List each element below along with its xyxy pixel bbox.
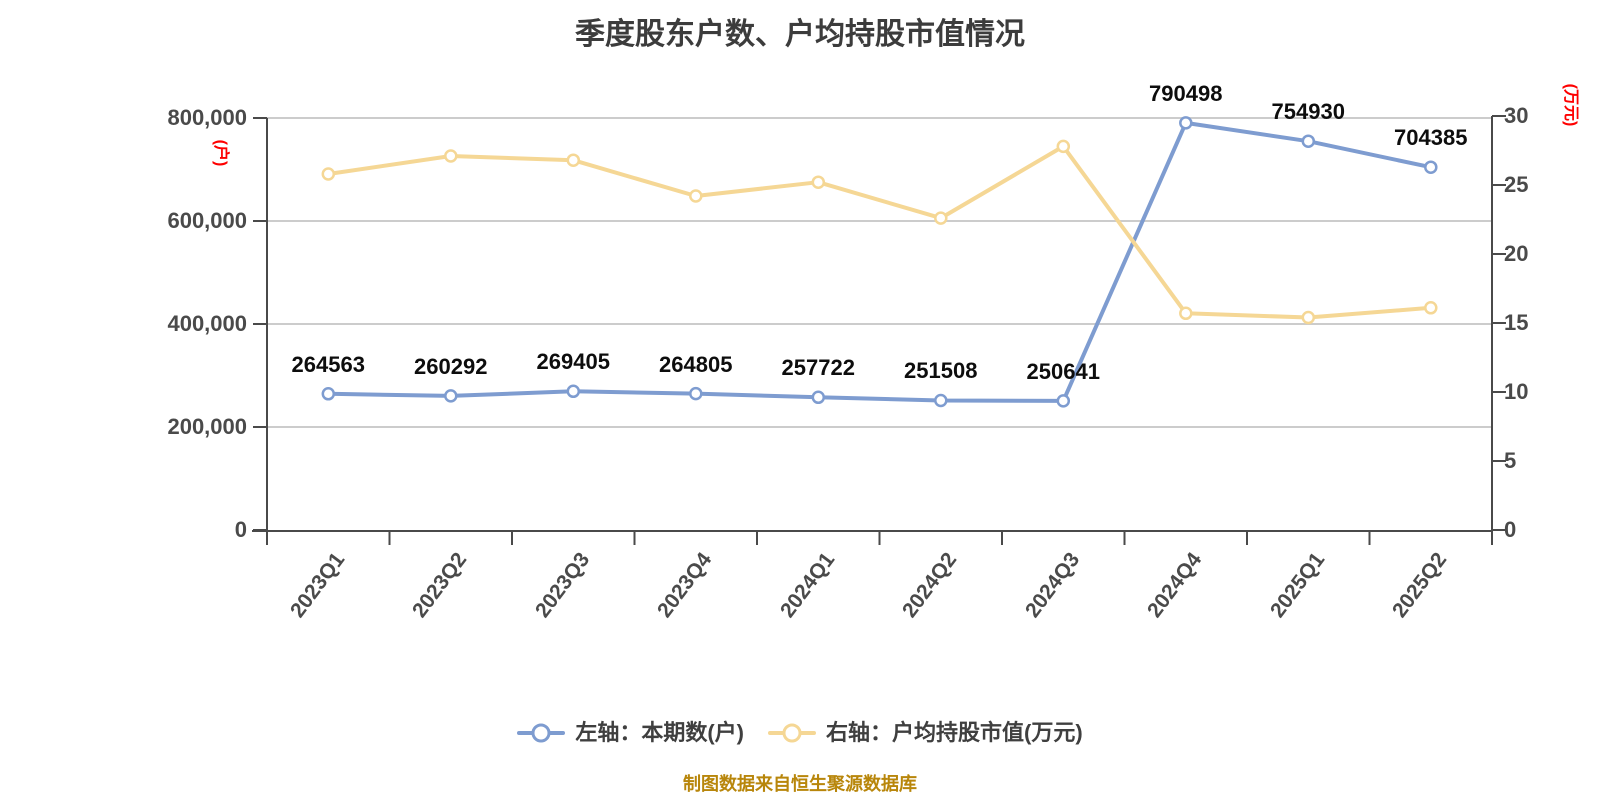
left-axis-tick-label: 800,000	[167, 105, 247, 130]
left-axis-tick-label: 400,000	[167, 311, 247, 336]
data-point-marker	[811, 175, 826, 189]
right-axis-tick-label: 15	[1504, 310, 1529, 335]
data-point-label: 260292	[414, 353, 488, 379]
right-axis-tick-label: 25	[1504, 172, 1529, 197]
right-axis-tick-label: 5	[1504, 448, 1517, 473]
series-line-yellow	[326, 144, 1433, 320]
data-point-label: 704385	[1394, 125, 1468, 151]
legend: 左轴：本期数(户) 右轴：户均持股市值(万元)	[0, 720, 1600, 746]
left-axis-tick-label: 0	[234, 517, 247, 542]
data-point-marker	[1056, 139, 1071, 154]
data-point-label: 790498	[1149, 80, 1223, 106]
data-point-label: 251508	[904, 358, 978, 384]
data-point-marker	[689, 386, 703, 401]
series-line-blue	[326, 120, 1433, 403]
left-axis-name: (户)	[212, 139, 229, 167]
data-point-marker	[321, 167, 336, 181]
data-point-marker	[1424, 160, 1438, 174]
data-point-marker	[1179, 306, 1193, 321]
data-point-marker	[321, 387, 336, 401]
data-point-label: 257722	[781, 355, 855, 381]
data-point-marker	[1424, 301, 1438, 315]
legend-item-market-value[interactable]: 右轴：户均持股市值(万元)	[768, 720, 1083, 746]
legend-label: 左轴：本期数(户)	[575, 720, 744, 745]
data-point-marker	[1179, 116, 1193, 130]
source-caption: 制图数据来自恒生聚源数据库	[683, 774, 917, 794]
data-point-label: 264805	[659, 351, 733, 377]
legend-label: 右轴：户均持股市值(万元)	[826, 720, 1083, 745]
data-point-marker	[566, 153, 581, 167]
data-point-marker	[1056, 394, 1071, 408]
left-axis-tick-label: 600,000	[167, 208, 247, 233]
left-axis-tick-label: 200,000	[167, 414, 247, 439]
right-axis-tick-label: 10	[1504, 379, 1529, 404]
legend-line-marker-icon	[768, 723, 816, 743]
data-point-marker	[444, 389, 458, 403]
data-point-marker	[811, 390, 826, 405]
data-point-marker	[444, 149, 458, 163]
chart-title: 季度股东户数、户均持股市值情况	[575, 18, 1025, 51]
data-point-marker	[934, 393, 948, 408]
data-point-marker	[1301, 310, 1316, 325]
data-point-marker	[566, 384, 581, 399]
right-axis-name: (万元)	[1562, 83, 1579, 127]
data-point-label: 250641	[1026, 358, 1100, 384]
legend-dot-icon	[531, 723, 551, 743]
data-point-label: 264563	[291, 351, 365, 377]
right-axis-tick-label: 30	[1504, 103, 1529, 128]
data-point-label: 269405	[536, 349, 610, 375]
legend-dot-icon	[782, 723, 802, 743]
data-point-marker	[1301, 134, 1316, 148]
data-point-marker	[689, 189, 703, 203]
data-point-label: 754930	[1271, 99, 1345, 125]
legend-line-marker-icon	[517, 723, 566, 743]
data-point-marker	[934, 211, 948, 225]
right-axis-tick-label: 20	[1504, 241, 1529, 266]
legend-item-shareholders[interactable]: 左轴：本期数(户)	[517, 720, 744, 746]
right-axis-tick-label: 0	[1504, 517, 1517, 542]
